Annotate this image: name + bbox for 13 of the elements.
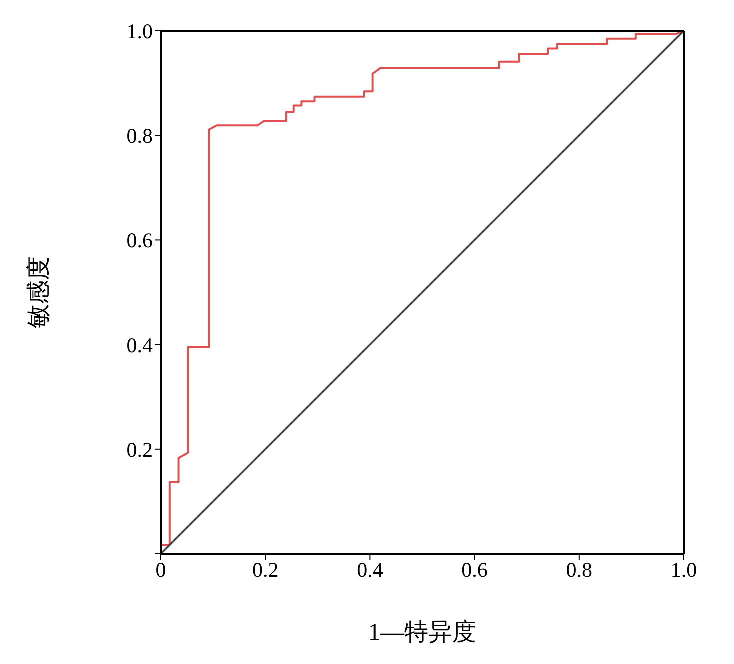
x-tick-label: 0.6	[462, 558, 488, 582]
x-tick-label: 0.8	[566, 558, 593, 582]
x-tick-label: 0.4	[357, 558, 384, 582]
x-tick-label: 0.2	[252, 558, 279, 582]
x-axis-title: 1—特异度	[368, 619, 476, 646]
y-tick-label: 0.8	[126, 124, 153, 148]
y-tick-label: 1.0	[126, 19, 153, 44]
y-axis-title: 敏感度	[26, 256, 53, 328]
y-tick-label: 0.4	[126, 333, 154, 358]
y-tick-label: 0.6	[126, 228, 153, 253]
x-tick-label: 1.0	[670, 558, 698, 582]
y-tick-label: 0.2	[126, 438, 153, 462]
x-tick-label: 0	[156, 558, 166, 582]
